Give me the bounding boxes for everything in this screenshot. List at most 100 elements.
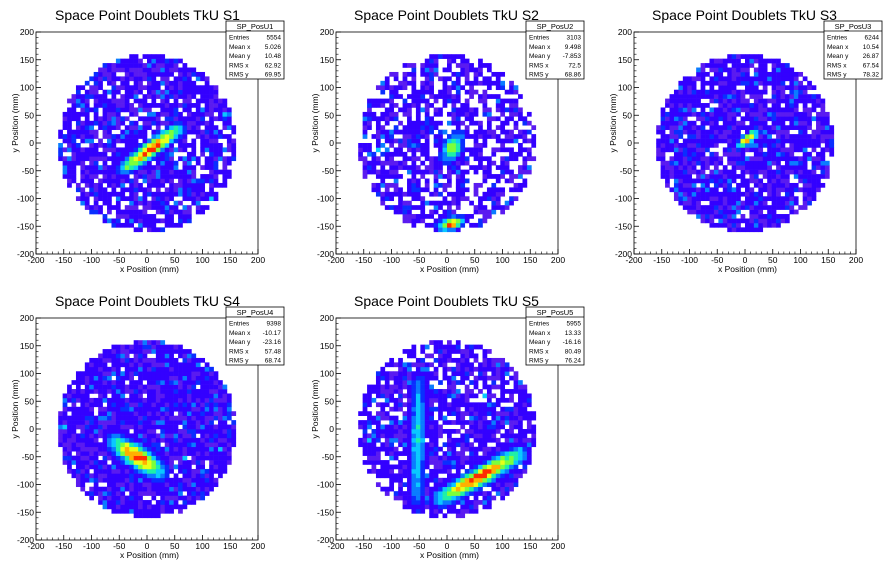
heatmap-bin (133, 182, 139, 188)
heatmap-bin (124, 214, 130, 219)
heatmap-bin (182, 504, 188, 510)
heatmap-bin (700, 63, 706, 68)
heatmap-bin (213, 375, 219, 381)
heatmap-bin (151, 196, 157, 202)
heatmap-bin (824, 147, 830, 153)
heatmap-bin (789, 205, 795, 210)
heatmap-bin (380, 433, 386, 439)
heatmap-bin (407, 71, 412, 77)
heatmap-bin (200, 415, 206, 421)
heatmap-bin (120, 482, 126, 488)
heatmap-bin (749, 58, 755, 64)
heatmap-bin (513, 85, 519, 91)
heatmap-bin (169, 174, 174, 179)
x-axis-label: x Position (mm) (718, 264, 777, 274)
heatmap-bin (138, 80, 143, 86)
heatmap-bin (200, 424, 206, 430)
heatmap-bin (138, 222, 143, 228)
heatmap-bin (173, 384, 179, 390)
heatmap-bin (820, 151, 826, 157)
heatmap-bin (411, 380, 417, 385)
heatmap-bin (509, 169, 514, 175)
heatmap-bin (120, 455, 126, 461)
heatmap-bin (67, 169, 72, 175)
heatmap-bin (209, 169, 214, 175)
heatmap-bin (393, 446, 399, 452)
heatmap-bin (80, 125, 86, 130)
heatmap-bin (67, 424, 72, 430)
heatmap-bin (75, 120, 81, 126)
heatmap-bin (102, 460, 108, 465)
heatmap-bin (142, 169, 148, 175)
heatmap-bin (384, 147, 390, 153)
heatmap-bin (473, 120, 479, 126)
heatmap-bin (120, 446, 126, 452)
heatmap-bin (486, 196, 492, 202)
heatmap-bin (213, 107, 219, 113)
heatmap-bin (731, 178, 737, 184)
heatmap-bin (464, 160, 470, 166)
heatmap-bin (138, 464, 143, 470)
heatmap-bin (398, 205, 403, 210)
heatmap-bin (111, 111, 117, 117)
heatmap-bin (115, 214, 121, 219)
heatmap-bin (173, 451, 179, 456)
heatmap-bin (178, 353, 183, 359)
heatmap-bin (120, 437, 126, 443)
heatmap-bin (191, 182, 197, 188)
heatmap-bin (133, 477, 139, 483)
heatmap-bin (464, 156, 470, 162)
heatmap-bin (438, 120, 443, 126)
heatmap-bin (740, 134, 746, 139)
heatmap-bin (186, 156, 192, 162)
heatmap-bin (362, 174, 368, 179)
heatmap-bin (460, 58, 466, 64)
heatmap-bin (722, 98, 728, 104)
y-tick-label: 0 (329, 138, 334, 148)
heatmap-bin (84, 389, 90, 394)
heatmap-bin (209, 397, 214, 403)
heatmap-bin (107, 366, 112, 372)
heatmap-bin (718, 67, 724, 73)
heatmap-bin (200, 357, 206, 363)
heatmap-bin (200, 486, 206, 492)
heatmap-bin (393, 160, 399, 166)
heatmap-bin (164, 362, 170, 368)
heatmap-bin (111, 486, 117, 492)
heatmap-bin (173, 486, 179, 492)
heatmap-bin (389, 196, 395, 202)
heatmap-bin (222, 433, 228, 439)
y-tick-label: 150 (20, 55, 34, 65)
heatmap-bin (362, 424, 368, 430)
heatmap-bin (195, 71, 201, 77)
heatmap-bin (133, 209, 139, 215)
heatmap-bin (771, 138, 777, 144)
heatmap-bin (124, 165, 130, 170)
heatmap-bin (182, 182, 188, 188)
heatmap-bin (186, 437, 192, 443)
heatmap-bin (186, 451, 192, 456)
heatmap-bin (111, 138, 117, 144)
heatmap-bin (424, 182, 430, 188)
heatmap-bin (147, 165, 152, 170)
heatmap-bin (722, 138, 728, 144)
heatmap-bin (98, 500, 103, 505)
heatmap-bin (222, 393, 228, 399)
heatmap-bin (160, 397, 166, 403)
heatmap-bin (151, 486, 157, 492)
heatmap-bin (691, 191, 697, 197)
heatmap-bin (762, 160, 768, 166)
heatmap-bin (482, 94, 488, 99)
heatmap-bin (753, 107, 759, 113)
heatmap-bin (407, 491, 412, 496)
heatmap-bin (133, 111, 139, 117)
heatmap-bin (142, 187, 148, 193)
heatmap-bin (371, 151, 377, 157)
heatmap-bin (98, 446, 103, 452)
heatmap-bin (740, 205, 746, 210)
heatmap-bin (213, 174, 219, 179)
heatmap-bin (776, 214, 781, 219)
heatmap-bin (753, 58, 759, 64)
heatmap-bin (722, 67, 728, 73)
heatmap-bin (93, 446, 99, 452)
